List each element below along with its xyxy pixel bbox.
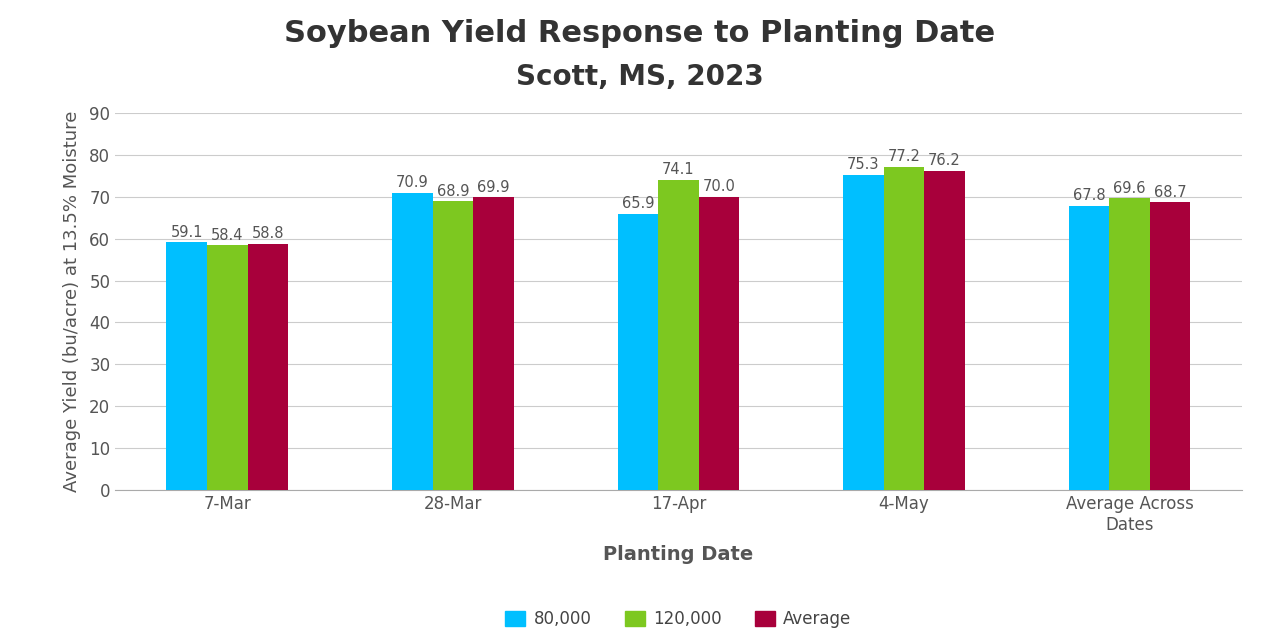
Legend: 80,000, 120,000, Average: 80,000, 120,000, Average [498,604,859,628]
Text: 58.8: 58.8 [252,226,284,241]
Text: 68.7: 68.7 [1153,185,1187,200]
Bar [658,180,699,490]
Text: 70.9: 70.9 [396,175,429,190]
Text: 76.2: 76.2 [928,153,961,168]
Text: Soybean Yield Response to Planting Date: Soybean Yield Response to Planting Date [284,19,996,48]
Text: 69.6: 69.6 [1114,181,1146,196]
Bar [1110,198,1149,490]
Bar [247,244,288,490]
Bar [883,166,924,490]
Text: 70.0: 70.0 [703,179,736,194]
Bar [392,193,433,490]
Bar [433,202,474,490]
Text: 75.3: 75.3 [847,157,879,172]
Bar [1149,202,1190,490]
Text: 69.9: 69.9 [477,180,509,195]
Bar [844,175,883,490]
Bar [1069,206,1110,490]
X-axis label: Planting Date: Planting Date [603,544,754,563]
Bar [617,214,658,490]
Text: 77.2: 77.2 [887,149,920,164]
Bar [207,246,247,490]
Text: 65.9: 65.9 [622,197,654,212]
Bar [699,197,740,490]
Text: 59.1: 59.1 [170,225,204,240]
Bar [924,171,965,490]
Bar [474,197,513,490]
Y-axis label: Average Yield (bu/acre) at 13.5% Moisture: Average Yield (bu/acre) at 13.5% Moistur… [63,111,81,492]
Text: 67.8: 67.8 [1073,188,1105,203]
Text: 74.1: 74.1 [662,162,695,177]
Text: 58.4: 58.4 [211,228,243,243]
Text: 68.9: 68.9 [436,184,468,199]
Text: Scott, MS, 2023: Scott, MS, 2023 [516,63,764,91]
Bar [166,242,207,490]
